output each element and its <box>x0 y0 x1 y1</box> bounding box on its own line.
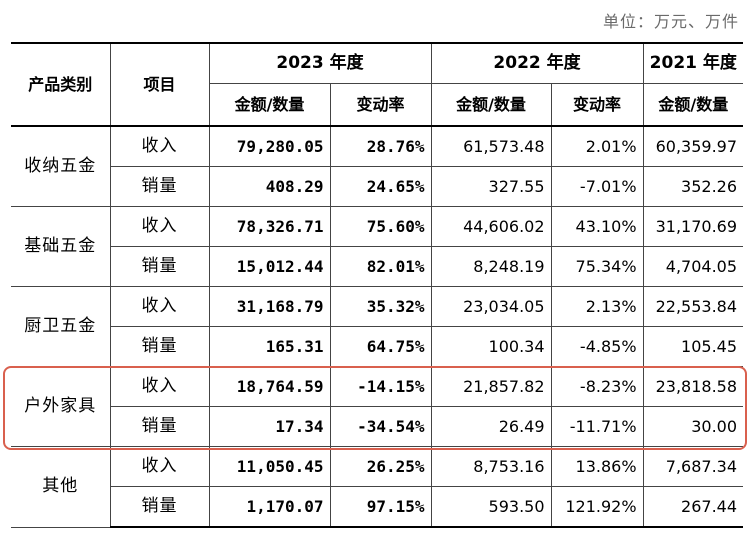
item-label: 销量 <box>110 326 210 367</box>
table-row: 户外家具 收入 18,764.59 -14.15% 21,857.82 -8.2… <box>11 366 744 447</box>
rate-2022: 43.10% <box>550 206 644 247</box>
rate-2023: -34.54% <box>329 406 432 447</box>
value-2023: 79,280.05 <box>208 125 331 167</box>
value-2021: 4,704.05 <box>642 246 744 287</box>
value-2022: 21,857.82 <box>430 366 552 407</box>
value-2021: 31,170.69 <box>642 206 744 247</box>
value-2021: 105.45 <box>642 326 744 367</box>
item-label: 收入 <box>109 286 210 327</box>
value-2022: 23,034.05 <box>430 286 552 327</box>
value-2021: 23,818.58 <box>642 366 744 407</box>
rate-2023: 28.76% <box>329 125 432 167</box>
value-2022: 593.50 <box>430 486 552 528</box>
header-amount-2022: 金额/数量 <box>430 83 552 127</box>
table-row: 收纳五金 收入 79,280.05 28.76% 61,573.48 2.01%… <box>11 125 744 207</box>
rate-2022: 121.92% <box>550 486 644 528</box>
rate-2022: -7.01% <box>550 166 644 207</box>
value-2021: 22,553.84 <box>642 286 744 327</box>
value-2023: 31,168.79 <box>208 286 331 327</box>
unit-note: 单位：万元、万件 <box>602 12 739 31</box>
table-row: 其他 收入 11,050.45 26.25% 8,753.16 13.86% 7… <box>11 446 744 528</box>
category-cell: 收纳五金 <box>11 125 111 207</box>
value-2023: 11,050.45 <box>208 446 331 487</box>
category-cell: 户外家具 <box>11 366 111 447</box>
rate-2023: 24.65% <box>329 166 432 207</box>
header-category: 产品类别 <box>11 42 111 127</box>
value-2022: 44,606.02 <box>430 206 552 247</box>
item-label: 收入 <box>109 446 210 487</box>
table-row: 厨卫五金 收入 31,168.79 35.32% 23,034.05 2.13%… <box>11 286 744 367</box>
header-row-metrics: 金额/数量 变动率 金额/数量 变动率 金额/数量 <box>11 83 744 127</box>
value-2023: 15,012.44 <box>208 246 331 287</box>
value-2023: 165.31 <box>208 326 331 367</box>
table-row: 销量 1,170.07 97.15% 593.50 121.92% 267.44 <box>11 486 744 528</box>
value-2023: 408.29 <box>208 166 331 207</box>
header-change-2023: 变动率 <box>329 83 432 127</box>
rate-2023: 64.75% <box>329 326 432 367</box>
rate-2023: 75.60% <box>329 206 432 247</box>
value-2023: 78,326.71 <box>208 206 331 247</box>
rate-2022: 75.34% <box>550 246 644 287</box>
table-row: 销量 15,012.44 82.01% 8,248.19 75.34% 4,70… <box>11 246 744 287</box>
header-item: 项目 <box>109 42 210 127</box>
item-label: 销量 <box>110 166 210 207</box>
header-change-2022: 变动率 <box>550 83 644 127</box>
rate-2022: -11.71% <box>550 406 644 447</box>
item-label: 收入 <box>109 206 210 247</box>
value-2022: 327.55 <box>430 166 552 207</box>
header-row-years: 产品类别 项目 2023 年度 2022 年度 2021 年度 <box>11 42 744 127</box>
rate-2023: 35.32% <box>329 286 432 327</box>
value-2023: 18,764.59 <box>208 366 331 407</box>
item-label: 收入 <box>109 125 210 167</box>
header-amount-2021: 金额/数量 <box>642 83 744 127</box>
header-year-2023: 2023 年度 <box>208 42 432 84</box>
rate-2022: 2.01% <box>550 125 644 167</box>
value-2021: 30.00 <box>642 406 744 447</box>
header-amount-2023: 金额/数量 <box>209 83 331 127</box>
value-2021: 267.44 <box>642 486 744 528</box>
value-2022: 8,248.19 <box>430 246 552 287</box>
value-2023: 17.34 <box>208 406 331 447</box>
rate-2022: 2.13% <box>550 286 644 327</box>
rate-2023: 97.15% <box>329 486 432 528</box>
table-row: 销量 165.31 64.75% 100.34 -4.85% 105.45 <box>11 326 744 367</box>
value-2022: 8,753.16 <box>430 446 552 487</box>
rate-2023: -14.15% <box>329 366 432 407</box>
rate-2023: 26.25% <box>329 446 432 487</box>
value-2022: 26.49 <box>430 406 552 447</box>
table-row: 销量 17.34 -34.54% 26.49 -11.71% 30.00 <box>11 406 744 447</box>
rate-2022: -8.23% <box>550 366 644 407</box>
category-cell: 其他 <box>11 446 111 528</box>
item-label: 销量 <box>110 406 210 447</box>
category-cell: 厨卫五金 <box>11 286 111 367</box>
rate-2022: 13.86% <box>550 446 644 487</box>
header-year-2022: 2022 年度 <box>430 42 644 84</box>
value-2021: 7,687.34 <box>642 446 744 487</box>
value-2023: 1,170.07 <box>208 486 331 528</box>
rate-2022: -4.85% <box>550 326 644 367</box>
category-cell: 基础五金 <box>11 206 111 287</box>
table-row: 销量 408.29 24.65% 327.55 -7.01% 352.26 <box>11 166 744 207</box>
value-2021: 60,359.97 <box>642 125 744 167</box>
value-2022: 61,573.48 <box>430 125 552 167</box>
header-year-2021: 2021 年度 <box>642 42 744 84</box>
value-2021: 352.26 <box>642 166 744 207</box>
item-label: 销量 <box>110 246 210 287</box>
item-label: 收入 <box>109 366 210 407</box>
value-2022: 100.34 <box>430 326 552 367</box>
table-row: 基础五金 收入 78,326.71 75.60% 44,606.02 43.10… <box>11 206 744 287</box>
product-data-table: 产品类别 项目 2023 年度 2022 年度 2021 年度 金额/数量 变动… <box>11 42 744 528</box>
item-label: 销量 <box>110 486 210 528</box>
rate-2023: 82.01% <box>329 246 432 287</box>
